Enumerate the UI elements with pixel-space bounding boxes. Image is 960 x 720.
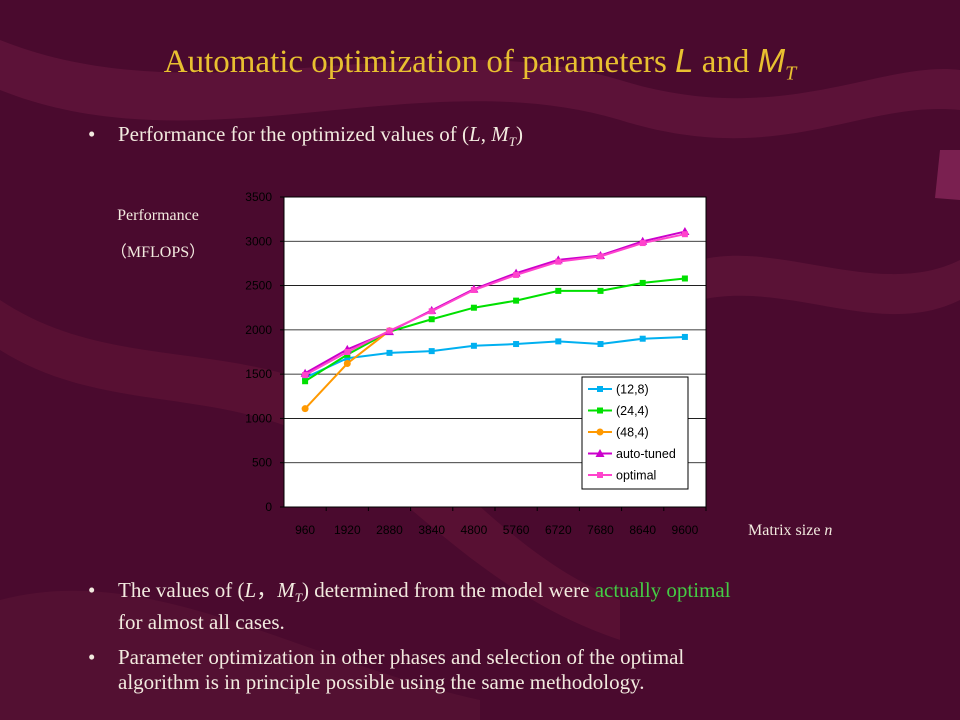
data-point (343, 360, 351, 368)
data-point (555, 287, 562, 294)
bullet-1-text: Performance for the optimized values of … (118, 122, 470, 146)
x-tick-label: 2880 (376, 523, 403, 537)
title-var-l: L (675, 42, 694, 79)
data-point (386, 349, 393, 356)
legend-label: (12,8) (616, 383, 649, 397)
data-point (597, 253, 604, 260)
y-tick-label: 2500 (245, 279, 272, 293)
bullet-2-sub: T (294, 590, 302, 606)
data-point (386, 327, 393, 334)
x-axis-label-var: n (824, 522, 833, 539)
x-tick-label: 9600 (672, 523, 699, 537)
bullet-2-comma: ， (256, 578, 278, 602)
y-tick-label: 1000 (245, 411, 272, 425)
legend-label: auto-tuned (616, 447, 676, 461)
legend-marker (597, 472, 603, 478)
y-axis-label-line2: （MFLOPS） (110, 244, 206, 261)
bullet-2-var-m: M (277, 578, 295, 602)
x-tick-label: 8640 (629, 523, 656, 537)
data-point (513, 341, 520, 348)
x-axis-label-text: Matrix size (748, 522, 825, 539)
x-tick-label: 1920 (334, 523, 361, 537)
x-axis-label: Matrix size n (748, 522, 832, 540)
data-point (555, 338, 562, 345)
bullet-1-comma: , (480, 122, 492, 146)
bullet-2-text-cont: ) determined from the model were (301, 578, 595, 602)
x-tick-label: 5760 (503, 523, 530, 537)
legend-marker (597, 386, 603, 392)
bullet-dot: • (88, 578, 96, 602)
x-tick-label: 7680 (587, 523, 614, 537)
data-point (639, 279, 646, 286)
title-sub-t: T (785, 62, 797, 85)
bullet-2-highlight: actually optimal (594, 578, 731, 602)
y-tick-label: 0 (265, 500, 272, 514)
series-line (304, 277, 686, 383)
data-point (428, 308, 435, 315)
x-tick-label: 6720 (545, 523, 572, 537)
bullet-2-line2: for almost all cases. (118, 610, 285, 635)
x-tick-label: 3840 (418, 523, 445, 537)
bullet-1: • Performance for the optimized values o… (88, 122, 523, 154)
data-point (470, 287, 477, 293)
data-point (555, 258, 562, 265)
y-axis-label-line1: Performance (117, 207, 199, 224)
data-point (428, 316, 435, 323)
y-tick-label: 3000 (245, 234, 272, 248)
y-tick-label: 1500 (245, 367, 272, 381)
legend-marker (595, 449, 605, 457)
data-point (597, 341, 604, 348)
bullet-dot: • (88, 122, 96, 146)
legend-label: (24,4) (616, 404, 649, 418)
data-point (470, 342, 477, 349)
slide-title: Automatic optimization of parameters L a… (0, 42, 960, 86)
x-tick-label: 960 (295, 523, 315, 537)
y-tick-label: 2000 (245, 323, 272, 337)
data-point (639, 335, 646, 342)
data-point (302, 378, 309, 385)
series-line (304, 233, 686, 376)
data-point (639, 240, 646, 247)
data-point (681, 231, 688, 238)
bullet-1-var-l: L (469, 122, 481, 146)
data-point (428, 348, 435, 355)
bullet-2-var-l: L (244, 578, 257, 602)
legend-marker (597, 407, 603, 414)
bullet-2: • The values of (L，MT) determined from t… (88, 578, 731, 635)
bullet-3-line1: Parameter optimization in other phases a… (118, 645, 685, 669)
x-tick-label: 4800 (461, 523, 488, 537)
legend-marker (596, 428, 604, 436)
legend-box (581, 376, 689, 490)
data-point (681, 333, 688, 340)
bullet-1-close: ) (515, 122, 523, 146)
bullet-1-var-m: M (491, 122, 509, 146)
data-point (344, 349, 351, 355)
data-point (681, 275, 688, 282)
y-tick-label: 500 (252, 456, 272, 470)
bullet-3: • Parameter optimization in other phases… (88, 645, 685, 695)
legend-label: (48,4) (616, 426, 649, 440)
bullet-2-text: The values of ( (118, 578, 245, 602)
legend-label: optimal (616, 469, 656, 483)
title-text: Automatic optimization of parameters (163, 44, 676, 80)
bullet-3-line2: algorithm is in principle possible using… (118, 670, 645, 694)
data-point (513, 297, 520, 304)
bullet-1-sub: T (508, 134, 516, 150)
data-point (344, 355, 351, 362)
data-point (513, 271, 520, 278)
data-point (597, 287, 604, 294)
data-point (301, 405, 309, 413)
title-var-m: M (757, 42, 786, 79)
series-line (304, 335, 685, 379)
data-point (302, 372, 309, 379)
title-and: and (693, 44, 758, 80)
y-tick-label: 3500 (245, 190, 272, 204)
data-point (470, 304, 477, 311)
bullet-dot: • (88, 645, 96, 669)
